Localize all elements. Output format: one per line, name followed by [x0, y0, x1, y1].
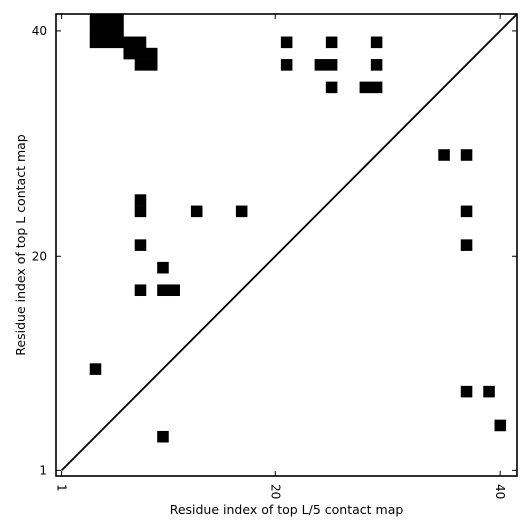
- contact-cell: [157, 261, 169, 274]
- contact-cell: [157, 430, 169, 443]
- contact-cell: [112, 25, 124, 37]
- contact-cells: [89, 14, 507, 443]
- contact-cell: [494, 419, 507, 432]
- contact-cell: [134, 47, 147, 60]
- contact-cell: [100, 14, 113, 26]
- contact-cell: [112, 14, 124, 26]
- contact-cell: [460, 385, 473, 398]
- contact-cell: [325, 59, 338, 71]
- y-tick-label: 40: [32, 24, 47, 38]
- contact-cell: [134, 239, 147, 251]
- contact-cell: [280, 36, 293, 49]
- contact-cell: [314, 59, 327, 71]
- contact-cell: [89, 363, 102, 375]
- x-tick-label: 20: [268, 484, 282, 499]
- y-tick-label: 20: [32, 249, 47, 263]
- contact-cell: [145, 47, 158, 60]
- contact-cell: [370, 36, 383, 49]
- contact-cell: [460, 149, 473, 161]
- contact-cell: [370, 59, 383, 71]
- diagonal-line: [60, 13, 518, 472]
- contact-cell: [89, 36, 102, 49]
- contact-cell: [370, 81, 383, 94]
- contact-cell: [100, 25, 113, 37]
- contact-cell: [134, 205, 147, 218]
- contact-cell: [438, 149, 450, 161]
- contact-cell: [123, 47, 136, 60]
- y-tick-label: 1: [39, 463, 47, 477]
- contact-cell: [168, 284, 180, 297]
- contact-cell: [190, 205, 203, 218]
- contact-cell: [280, 59, 293, 71]
- contact-cell: [112, 36, 124, 49]
- contact-cell: [89, 14, 102, 26]
- contact-cell: [157, 284, 169, 297]
- contact-cell: [460, 239, 473, 251]
- x-axis-label: Residue index of top L/5 contact map: [170, 502, 404, 517]
- contact-cell: [134, 284, 147, 297]
- x-axis-ticks: 1 20 40: [55, 14, 507, 499]
- contact-cell: [325, 36, 338, 49]
- contact-cell: [460, 205, 473, 218]
- y-axis-label: Residue index of top L contact map: [13, 134, 28, 355]
- contact-cell: [325, 81, 338, 94]
- contact-cell: [100, 36, 113, 49]
- contact-cell: [134, 194, 147, 206]
- contact-cell: [89, 25, 102, 37]
- y-axis-ticks: 1 20 40: [32, 24, 517, 477]
- contact-cell: [134, 36, 147, 49]
- contact-cell: [483, 385, 495, 398]
- x-tick-label: 1: [55, 484, 69, 492]
- plot-frame: [55, 13, 518, 477]
- contact-cell: [235, 205, 248, 218]
- contact-cell: [123, 36, 136, 49]
- contact-cell: [134, 59, 147, 71]
- contact-cell: [145, 59, 158, 71]
- x-tick-label: 40: [493, 484, 507, 499]
- contact-cell: [359, 81, 372, 94]
